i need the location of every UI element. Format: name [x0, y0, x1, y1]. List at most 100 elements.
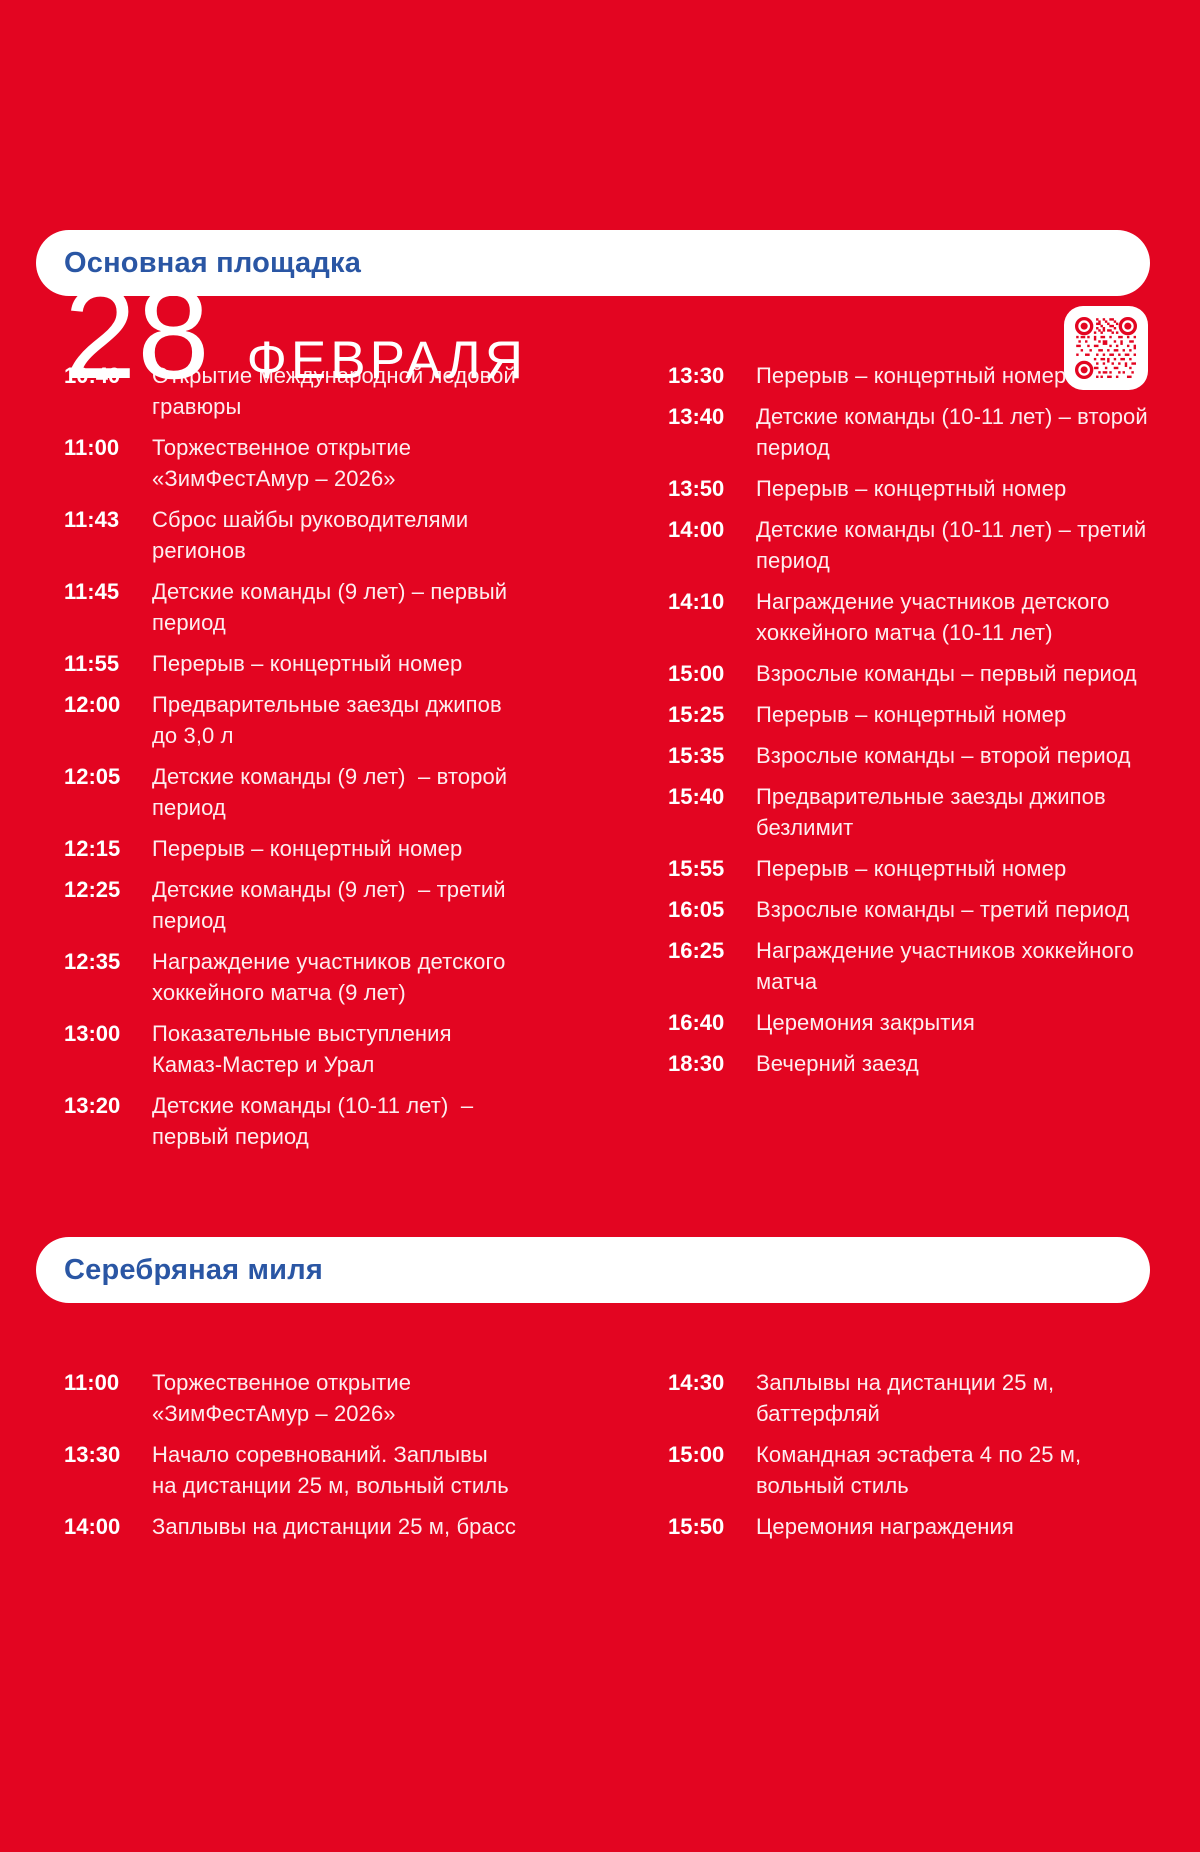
schedule-row: 12:15 Перерыв – концертный номер [64, 833, 668, 864]
schedule-row: 13:00 Показательные выступления Камаз-Ма… [64, 1018, 668, 1080]
qr-code-icon [1064, 306, 1148, 390]
schedule-row: 14:00 Детские команды (10-11 лет) – трет… [668, 514, 1200, 576]
event-time: 16:40 [668, 1010, 725, 1035]
schedule-row: 11:45 Детские команды (9 лет) – первый п… [64, 576, 668, 638]
event-label: Перерыв – концертный номер [152, 651, 463, 676]
event-label: Предварительные заезды джипов до 3,0 л [152, 692, 502, 748]
event-label: Перерыв – концертный номер [756, 476, 1067, 501]
event-time: 13:30 [668, 363, 725, 388]
event-time: 12:05 [64, 764, 121, 789]
event-time: 15:00 [668, 1442, 725, 1467]
event-label: Церемония награждения [756, 1514, 1014, 1539]
schedule-row: 13:20 Детские команды (10-11 лет) – перв… [64, 1090, 668, 1152]
schedule-column-right: 14:30 Заплывы на дистанции 25 м, баттерф… [668, 1367, 1200, 1542]
event-label: Награждение участников детского хоккейно… [152, 949, 506, 1005]
date-header: 28 ФЕВРАЛЯ [64, 268, 527, 398]
event-time: 15:55 [668, 856, 725, 881]
schedule: 11:00 Торжественное открытие «ЗимФестАму… [0, 1367, 1200, 1542]
event-label: Детские команды (9 лет) – первый период [152, 579, 508, 635]
schedule-row: 15:40 Предварительные заезды джипов безл… [668, 781, 1200, 843]
event-time: 13:20 [64, 1093, 121, 1118]
schedule-row: 12:35 Награждение участников детского хо… [64, 946, 668, 1008]
event-label: Награждение участников детского хоккейно… [756, 589, 1110, 645]
schedule-row: 14:30 Заплывы на дистанции 25 м, баттерф… [668, 1367, 1200, 1429]
section-header-pill: Серебряная миля [36, 1237, 1150, 1303]
event-time: 14:30 [668, 1370, 725, 1395]
event-label: Вечерний заезд [756, 1051, 919, 1076]
event-time: 10:40 [64, 363, 121, 388]
section-title: Основная площадка [64, 246, 362, 279]
event-time: 15:35 [668, 743, 725, 768]
event-label: Взрослые команды – третий период [756, 897, 1129, 922]
schedule-row: 15:00 Командная эстафета 4 по 25 м, воль… [668, 1439, 1200, 1501]
event-time: 13:30 [64, 1442, 121, 1467]
event-time: 15:40 [668, 784, 725, 809]
event-time: 11:43 [64, 507, 120, 532]
date-day: 28 [64, 260, 211, 406]
event-label: Церемония закрытия [756, 1010, 975, 1035]
schedule-column-right: 13:30 Перерыв – концертный номер 13:40 Д… [668, 360, 1200, 1152]
schedule-column-left: 11:00 Торжественное открытие «ЗимФестАму… [64, 1367, 668, 1542]
event-label: Детские команды (9 лет) – второй период [152, 764, 508, 820]
schedule-row: 13:50 Перерыв – концертный номер [668, 473, 1200, 504]
event-time: 13:00 [64, 1021, 121, 1046]
event-time: 11:45 [64, 579, 120, 604]
schedule-row: 11:00 Торжественное открытие «ЗимФестАму… [64, 432, 668, 494]
event-label: Взрослые команды – первый период [756, 661, 1137, 686]
section-silver-mile: Серебряная миля 11:00 Торжественное откр… [0, 1237, 1200, 1542]
event-time: 15:50 [668, 1514, 725, 1539]
schedule-row: 10:40 Открытие международной ледовой гра… [64, 360, 668, 422]
section-main-venue: Основная площадка 10:40 Открытие междуна… [0, 230, 1200, 1152]
schedule-row: 16:05 Взрослые команды – третий период [668, 894, 1200, 925]
event-label: Перерыв – концертный номер [756, 702, 1067, 727]
schedule-column-left: 10:40 Открытие международной ледовой гра… [64, 360, 668, 1152]
event-time: 14:00 [668, 517, 725, 542]
schedule-row: 16:40 Церемония закрытия [668, 1007, 1200, 1038]
event-label: Детские команды (10-11 лет) – второй пер… [756, 404, 1148, 460]
event-time: 13:50 [668, 476, 725, 501]
event-time: 13:40 [668, 404, 725, 429]
schedule-row: 12:25 Детские команды (9 лет) – третий п… [64, 874, 668, 936]
event-time: 12:35 [64, 949, 121, 974]
event-time: 11:00 [64, 435, 120, 460]
schedule-row: 12:00 Предварительные заезды джипов до 3… [64, 689, 668, 751]
event-label: Сброс шайбы руководителями регионов [152, 507, 469, 563]
event-label: Перерыв – концертный номер [152, 836, 463, 861]
event-time: 11:00 [64, 1370, 120, 1395]
event-time: 14:00 [64, 1514, 121, 1539]
schedule: 10:40 Открытие международной ледовой гра… [0, 360, 1200, 1152]
event-time: 12:00 [64, 692, 121, 717]
event-time: 12:25 [64, 877, 121, 902]
event-label: Торжественное открытие «ЗимФестАмур – 20… [152, 435, 412, 491]
schedule-row: 15:35 Взрослые команды – второй период [668, 740, 1200, 771]
event-time: 16:25 [668, 938, 725, 963]
event-time: 12:15 [64, 836, 121, 861]
schedule-row: 14:10 Награждение участников детского хо… [668, 586, 1200, 648]
event-time: 18:30 [668, 1051, 725, 1076]
schedule-row: 15:00 Взрослые команды – первый период [668, 658, 1200, 689]
event-label: Открытие международной ледовой гравюры [152, 363, 516, 419]
schedule-row: 12:05 Детские команды (9 лет) – второй п… [64, 761, 668, 823]
event-label: Взрослые команды – второй период [756, 743, 1131, 768]
event-label: Заплывы на дистанции 25 м, баттерфляй [756, 1370, 1055, 1426]
event-time: 14:10 [668, 589, 725, 614]
event-time: 15:00 [668, 661, 725, 686]
schedule-row: 13:40 Детские команды (10-11 лет) – втор… [668, 401, 1200, 463]
event-label: Предварительные заезды джипов безлимит [756, 784, 1106, 840]
event-time: 11:55 [64, 651, 120, 676]
event-label: Детские команды (10-11 лет) – третий пер… [756, 517, 1147, 573]
schedule-row: 11:43 Сброс шайбы руководителями регионо… [64, 504, 668, 566]
schedule-row: 15:55 Перерыв – концертный номер [668, 853, 1200, 884]
schedule-row: 16:25 Награждение участников хоккейного … [668, 935, 1200, 997]
event-label: Перерыв – концертный номер [756, 363, 1067, 388]
event-label: Начало соревнований. Заплывы на дистанци… [152, 1442, 509, 1498]
event-label: Показательные выступления Камаз-Мастер и… [152, 1021, 452, 1077]
schedule-row: 11:55 Перерыв – концертный номер [64, 648, 668, 679]
schedule-row: 14:00 Заплывы на дистанции 25 м, брасс [64, 1511, 668, 1542]
event-label: Детские команды (10-11 лет) – первый пер… [152, 1093, 474, 1149]
schedule-row: 15:50 Церемония награждения [668, 1511, 1200, 1542]
date-month: ФЕВРАЛЯ [246, 331, 527, 390]
schedule-row: 11:00 Торжественное открытие «ЗимФестАму… [64, 1367, 668, 1429]
event-label: Командная эстафета 4 по 25 м, вольный ст… [756, 1442, 1082, 1498]
section-title: Серебряная миля [64, 1253, 323, 1286]
